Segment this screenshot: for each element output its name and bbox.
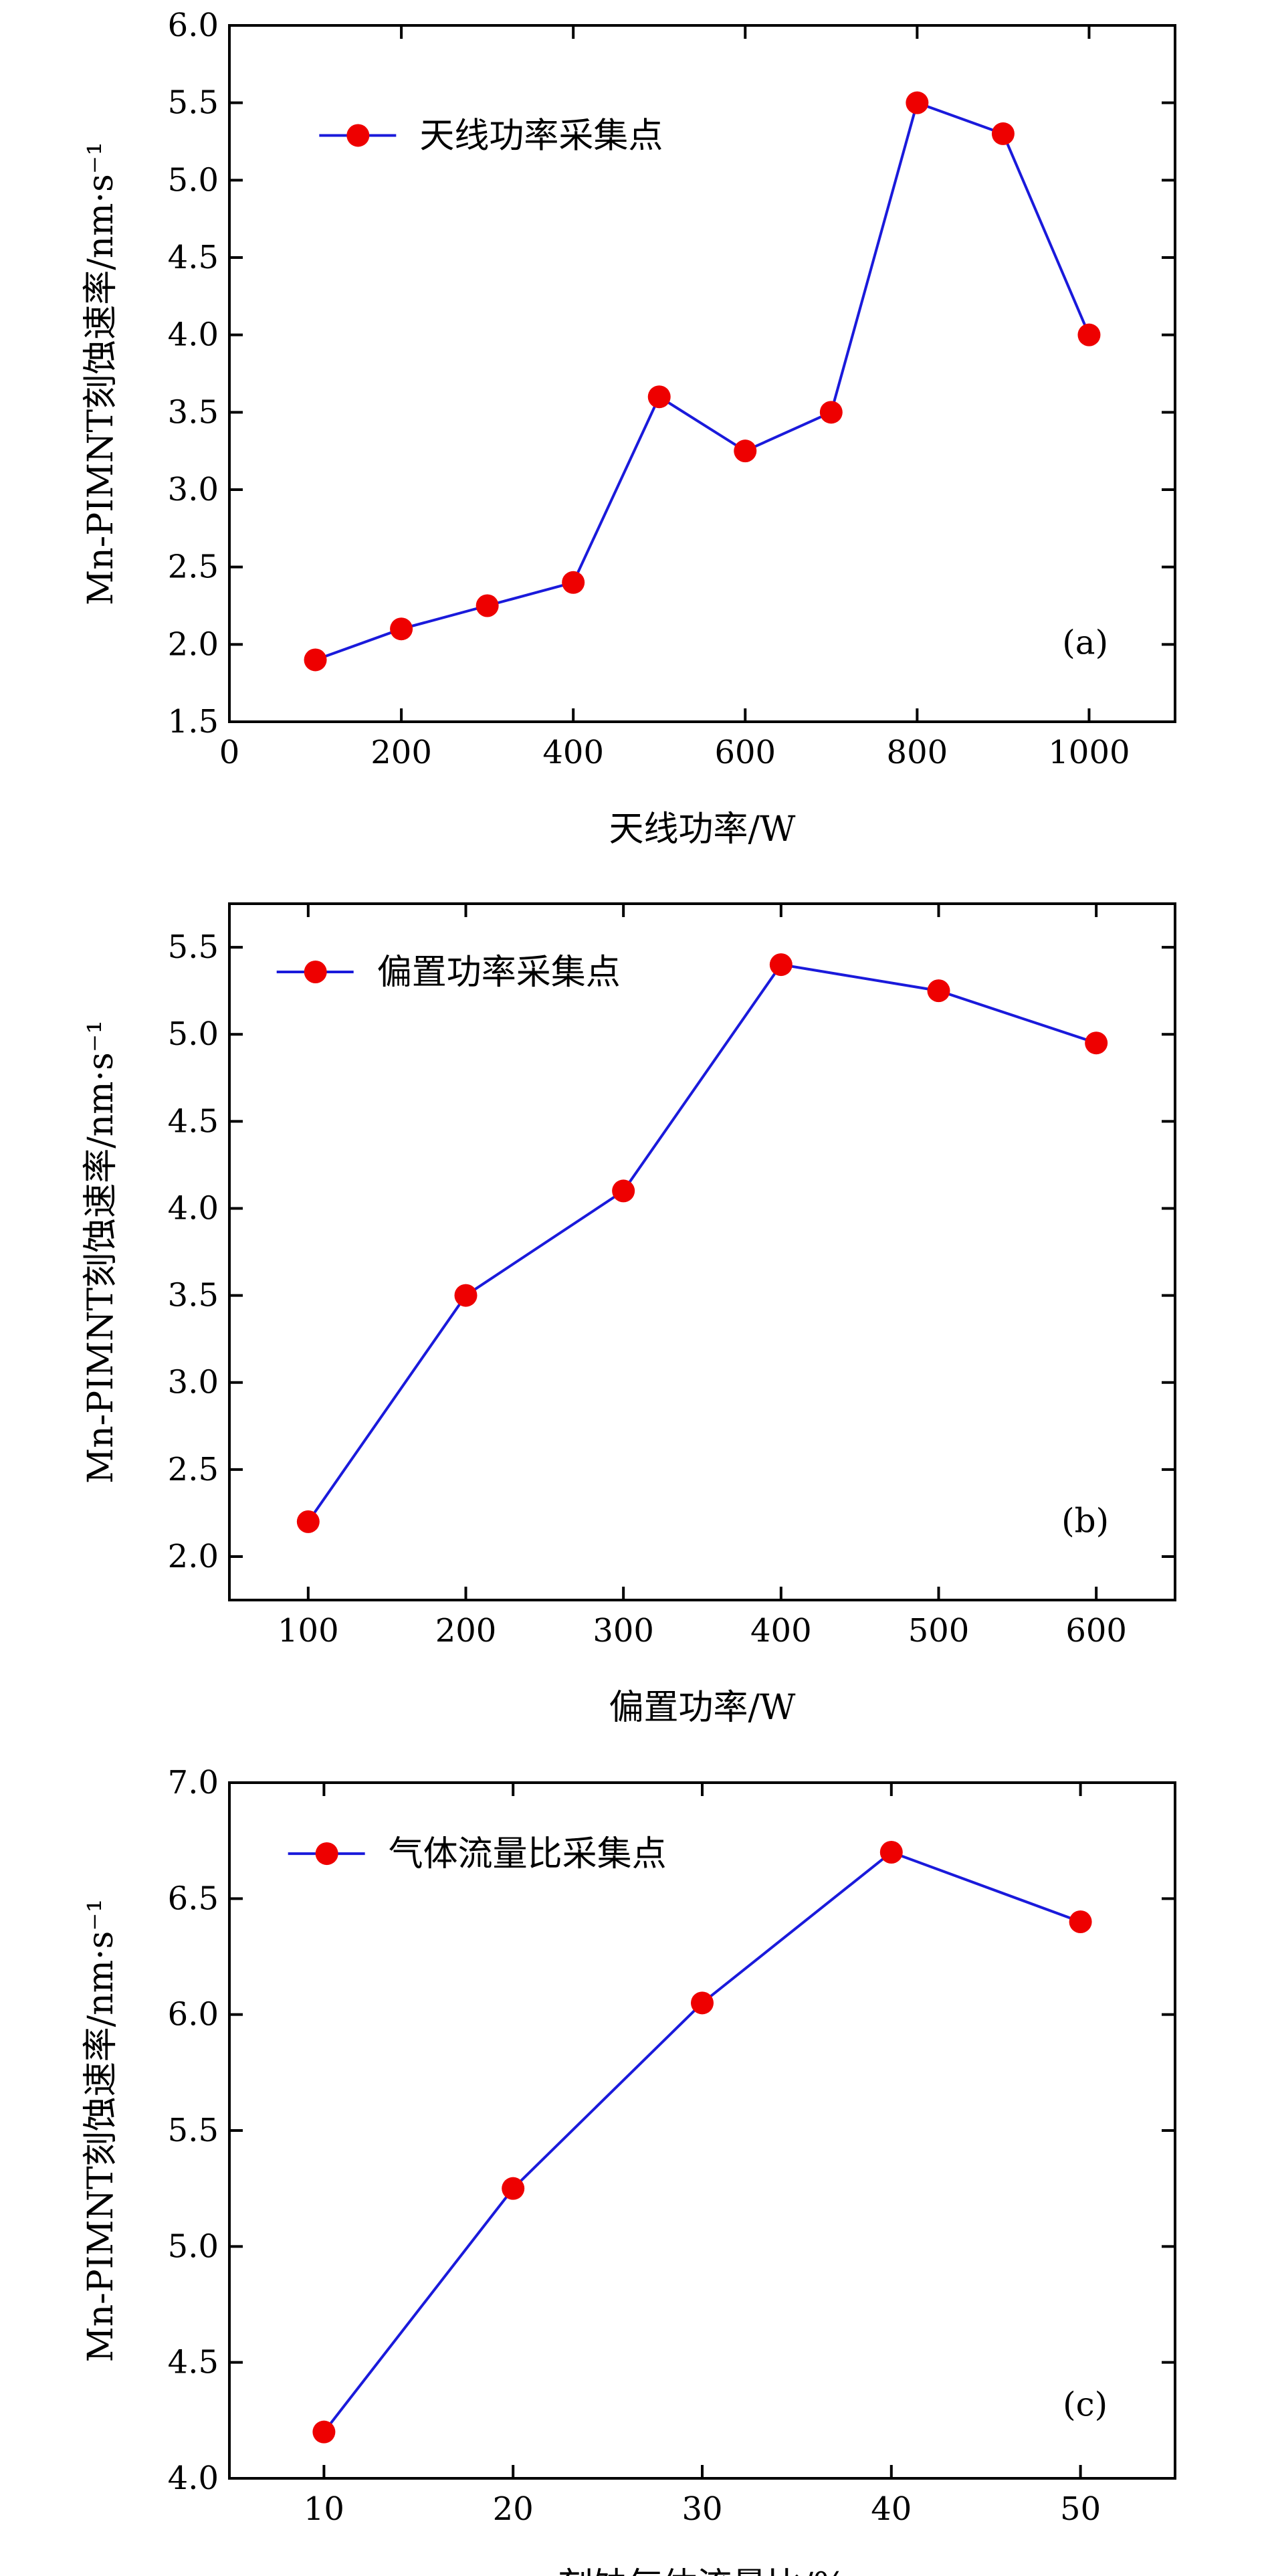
data-point — [1069, 1910, 1092, 1933]
x-tick-label: 500 — [908, 1612, 970, 1650]
x-tick-label: 50 — [1060, 2490, 1101, 2528]
data-point — [879, 1841, 903, 1864]
legend-label: 偏置功率采集点 — [377, 953, 621, 993]
data-point — [819, 401, 843, 424]
y-tick-label: 4.5 — [168, 2344, 219, 2381]
x-tick-label: 200 — [435, 1612, 497, 1650]
y-tick-label: 2.0 — [168, 625, 219, 663]
panel-label: (c) — [1063, 2385, 1108, 2424]
y-tick-label: 3.0 — [168, 471, 219, 508]
x-tick-label: 30 — [681, 2490, 722, 2528]
plot-frame — [228, 902, 1176, 1601]
y-axis-title: Mn-PIMNT刻蚀速率/nm·s⁻¹ — [81, 1020, 121, 1484]
x-tick-label: 400 — [542, 734, 604, 771]
x-tick-label: 800 — [887, 734, 948, 771]
data-point — [454, 1284, 478, 1307]
data-point — [304, 648, 327, 672]
panel-label: (b) — [1061, 1501, 1109, 1540]
data-point — [476, 594, 499, 617]
data-point — [502, 2177, 525, 2200]
data-point — [296, 1510, 320, 1533]
y-tick-label: 4.0 — [168, 2460, 219, 2497]
panel-label: (a) — [1062, 623, 1108, 662]
y-tick-label: 4.5 — [168, 1102, 219, 1140]
y-tick-label: 4.5 — [168, 239, 219, 276]
x-tick-label: 40 — [871, 2490, 912, 2528]
data-point — [691, 1991, 714, 2015]
x-tick-label: 100 — [278, 1612, 339, 1650]
legend-marker-sample — [304, 961, 327, 984]
y-tick-label: 6.0 — [168, 1996, 219, 2034]
legend-label: 天线功率采集点 — [419, 116, 663, 156]
data-point — [1085, 1031, 1108, 1055]
x-axis-title: 刻蚀气体流量比/% — [558, 2566, 847, 2576]
x-tick-label: 20 — [493, 2490, 534, 2528]
series-line — [322, 1850, 1081, 2433]
y-tick-label: 6.5 — [168, 1880, 219, 1917]
y-tick-label: 4.0 — [168, 316, 219, 354]
x-tick-label: 600 — [714, 734, 776, 771]
x-tick-label: 300 — [593, 1612, 654, 1650]
chart-panel-b: 100 200 300 400 500 600 2.0 2.5 3.0 3.5 4.0 4.5 5.0 5… — [81, 902, 1176, 1728]
y-tick-label: 5.0 — [168, 1015, 219, 1053]
y-tick-label: 3.5 — [168, 1277, 219, 1314]
data-point — [312, 2420, 336, 2444]
y-axis-title: Mn-PIMNT刻蚀速率/nm·s⁻¹ — [81, 142, 121, 605]
x-tick-label: 10 — [304, 2490, 344, 2528]
y-tick-label: 1.5 — [168, 703, 219, 740]
y-tick-label: 3.0 — [168, 1364, 219, 1401]
x-tick-label: 0 — [219, 734, 240, 771]
data-point — [562, 571, 585, 594]
x-tick-label: 200 — [371, 734, 432, 771]
plot-frame — [228, 24, 1176, 723]
y-tick-label: 2.0 — [168, 1538, 219, 1575]
y-tick-label: 5.5 — [168, 928, 219, 966]
x-tick-label: 400 — [750, 1612, 812, 1650]
data-point — [927, 979, 950, 1003]
y-tick-label: 5.0 — [168, 161, 219, 199]
y-tick-label: 3.5 — [168, 393, 219, 431]
series-line — [314, 101, 1091, 662]
x-axis-title: 偏置功率/W — [609, 1688, 797, 1728]
y-tick-label: 5.5 — [168, 84, 219, 122]
chart-panel-c: 10 20 30 40 50 4.0 4.5 5.0 5.5 6.0 6.5 7.0 刻蚀气体流量比/%… — [81, 1764, 1176, 2576]
chart-panel-a: 0 200 400 600 800 1000 1.5 2.0 2.5 3.0 3.5 4.0 4.5 5.… — [81, 7, 1176, 850]
y-tick-label: 2.5 — [168, 549, 219, 586]
data-point — [906, 91, 929, 114]
y-tick-label: 4.0 — [168, 1189, 219, 1227]
y-tick-label: 5.5 — [168, 2112, 219, 2149]
legend-marker-sample — [315, 1842, 338, 1866]
y-axis-title: Mn-PIMNT刻蚀速率/nm·s⁻¹ — [81, 1898, 121, 2362]
data-point — [1077, 323, 1101, 346]
x-tick-label: 600 — [1065, 1612, 1127, 1650]
x-axis-title: 天线功率/W — [609, 809, 797, 850]
y-tick-label: 7.0 — [168, 1764, 219, 1801]
series-line — [307, 963, 1097, 1523]
data-point — [991, 122, 1015, 145]
legend-label: 气体流量比采集点 — [389, 1834, 667, 1874]
data-point — [734, 439, 757, 463]
data-point — [612, 1179, 635, 1203]
data-point — [647, 385, 671, 409]
plot-frame — [228, 1781, 1176, 2480]
data-point — [769, 953, 793, 977]
y-tick-label: 6.0 — [168, 7, 219, 44]
x-tick-label: 1000 — [1048, 734, 1130, 771]
data-point — [390, 617, 413, 641]
y-tick-label: 5.0 — [168, 2227, 219, 2265]
y-tick-label: 2.5 — [168, 1451, 219, 1488]
legend-marker-sample — [346, 124, 370, 147]
